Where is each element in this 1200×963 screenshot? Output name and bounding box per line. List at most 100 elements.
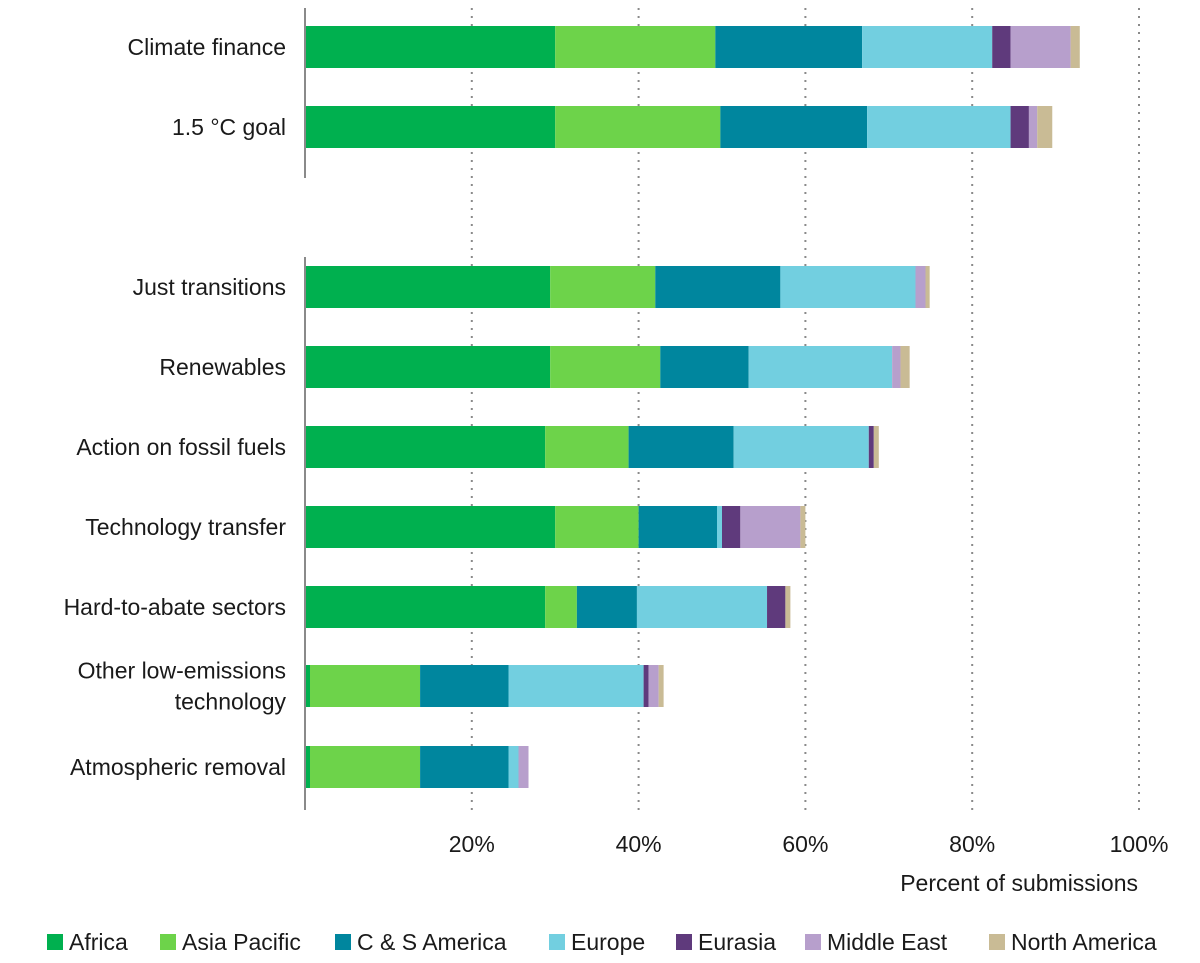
bar-other-low-emissions-technology-africa [305,665,311,707]
legend-label-asia-pacific: Asia Pacific [182,929,301,955]
bar-technology-transfer-asia-pacific [555,506,639,548]
bar-action-on-fossil-fuels-africa [305,426,546,468]
bar-atmospheric-removal-c-s-america [420,746,509,788]
legend-item-middle-east: Middle East [805,929,948,955]
bar-climate-finance-c-s-america [715,26,863,68]
legend-label-eurasia: Eurasia [698,929,776,955]
bar-renewables-asia-pacific [550,346,661,388]
bar-action-on-fossil-fuels-north-america [873,426,879,468]
bar-renewables-north-america [900,346,910,388]
bar-technology-transfer-eurasia [722,506,741,548]
category-label-line: Atmospheric removal [70,754,286,780]
bar-technology-transfer-europe [716,506,722,548]
x-tick-labels: 20% 40% 60% 80% 100% [449,831,1169,857]
bars [305,26,1080,788]
bar-climate-finance-eurasia [992,26,1011,68]
bar-1-5-c-goal-africa [305,106,556,148]
x-axis-title: Percent of submissions [900,870,1138,896]
category-label-line: Technology transfer [85,514,286,540]
bar-hard-to-abate-sectors-eurasia [767,586,786,628]
legend-label-middle-east: Middle East [827,929,948,955]
legend-swatch-north-america [989,934,1005,950]
legend-item-africa: Africa [47,929,128,955]
legend-swatch-asia-pacific [160,934,176,950]
bar-technology-transfer-c-s-america [638,506,717,548]
bar-other-low-emissions-technology-middle-east [648,665,659,707]
bar-other-low-emissions-technology-eurasia [643,665,649,707]
bar-just-transitions-europe [780,266,916,308]
category-label-line: Renewables [159,354,286,380]
category-label-action-on-fossil-fuels: Action on fossil fuels [76,434,286,460]
bar-1-5-c-goal-eurasia [1010,106,1029,148]
bar-1-5-c-goal-europe [867,106,1011,148]
bar-climate-finance-africa [305,26,556,68]
legend: Africa Asia Pacific C & S America Europe Eur… [47,929,1157,955]
bar-other-low-emissions-technology-asia-pacific [310,665,421,707]
bar-renewables-europe [748,346,893,388]
bar-action-on-fossil-fuels-europe [733,426,869,468]
legend-label-north-america: North America [1011,929,1157,955]
bar-climate-finance-middle-east [1010,26,1071,68]
legend-swatch-eurasia [676,934,692,950]
legend-label-africa: Africa [69,929,128,955]
category-label-technology-transfer: Technology transfer [85,514,286,540]
legend-label-europe: Europe [571,929,645,955]
bar-just-transitions-c-s-america [655,266,781,308]
bar-technology-transfer-north-america [800,506,806,548]
bar-atmospheric-removal-middle-east [518,746,529,788]
category-label-atmospheric-removal: Atmospheric removal [70,754,286,780]
bar-atmospheric-removal-africa [305,746,311,788]
bar-other-low-emissions-technology-north-america [658,665,664,707]
bar-just-transitions-africa [305,266,551,308]
bar-hard-to-abate-sectors-north-america [785,586,791,628]
bar-atmospheric-removal-asia-pacific [310,746,421,788]
bar-action-on-fossil-fuels-asia-pacific [545,426,629,468]
bar-atmospheric-removal-europe [508,746,519,788]
category-label-line: Action on fossil fuels [76,434,286,460]
legend-swatch-europe [549,934,565,950]
bar-renewables-africa [305,346,551,388]
bar-hard-to-abate-sectors-europe [636,586,768,628]
category-label-line: Hard-to-abate sectors [64,594,286,620]
bar-hard-to-abate-sectors-asia-pacific [545,586,577,628]
legend-swatch-c-s-america [335,934,351,950]
legend-item-asia-pacific: Asia Pacific [160,929,301,955]
x-tick-label-100: 100% [1110,831,1169,857]
category-label-climate-finance: Climate finance [127,34,286,60]
bar-technology-transfer-africa [305,506,556,548]
category-label-line: 1.5 °C goal [172,114,286,140]
bar-climate-finance-north-america [1070,26,1080,68]
x-tick-label-40: 40% [616,831,662,857]
category-label-1-5-c-goal: 1.5 °C goal [172,114,286,140]
legend-item-north-america: North America [989,929,1157,955]
bar-other-low-emissions-technology-c-s-america [420,665,509,707]
bar-hard-to-abate-sectors-c-s-america [576,586,637,628]
category-label-line: Climate finance [127,34,286,60]
bar-1-5-c-goal-north-america [1037,106,1053,148]
bar-climate-finance-europe [862,26,993,68]
legend-label-c-s-america: C & S America [357,929,507,955]
bar-hard-to-abate-sectors-africa [305,586,546,628]
bar-1-5-c-goal-middle-east [1028,106,1038,148]
category-labels: Climate finance 1.5 °C goal Just transitio… [64,34,287,780]
legend-item-europe: Europe [549,929,645,955]
category-label-just-transitions: Just transitions [133,274,286,300]
bar-just-transitions-middle-east [915,266,926,308]
bar-renewables-middle-east [892,346,901,388]
bar-renewables-c-s-america [660,346,749,388]
bar-action-on-fossil-fuels-c-s-america [628,426,734,468]
category-label-renewables: Renewables [159,354,286,380]
legend-item-c-s-america: C & S America [335,929,507,955]
bar-1-5-c-goal-asia-pacific [555,106,721,148]
category-label-hard-to-abate-sectors: Hard-to-abate sectors [64,594,286,620]
bar-action-on-fossil-fuels-eurasia [868,426,874,468]
legend-swatch-africa [47,934,63,950]
bar-1-5-c-goal-c-s-america [720,106,868,148]
bar-technology-transfer-middle-east [740,506,801,548]
bar-climate-finance-asia-pacific [555,26,716,68]
category-label-line: Just transitions [133,274,286,300]
legend-swatch-middle-east [805,934,821,950]
x-tick-label-20: 20% [449,831,495,857]
gridlines [470,8,1140,810]
